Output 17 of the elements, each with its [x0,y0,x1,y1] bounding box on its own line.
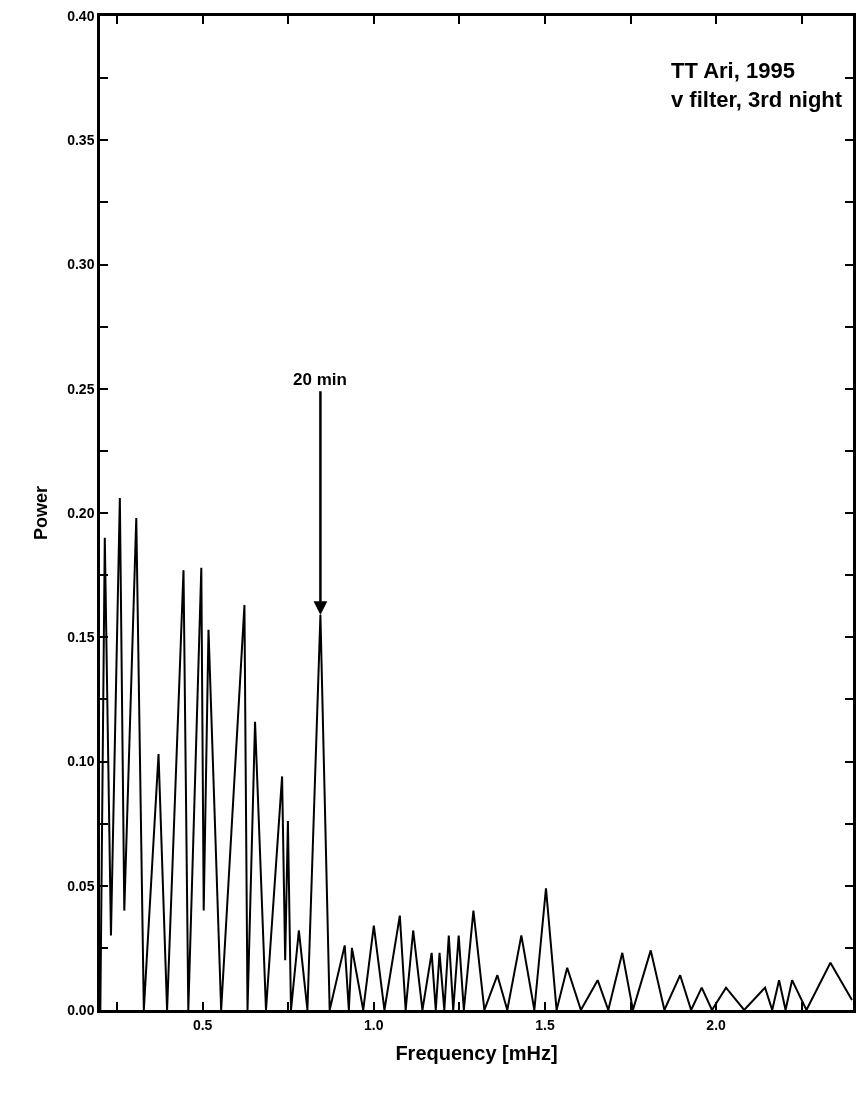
y-axis-title: Power [31,485,52,541]
y-tick-label: 0.40 [67,7,95,24]
y-tick-label: 0.10 [67,753,95,770]
x-tick-label: 1.0 [364,1016,384,1033]
y-tick-label: 0.15 [67,629,95,646]
y-tick-label: 0.30 [67,256,95,273]
x-axis-title: Frequency [mHz] [395,1042,558,1065]
y-tick-label: 0.20 [67,504,95,521]
y-tick-label: 0.35 [67,132,95,149]
x-tick-label: 1.5 [535,1016,555,1033]
annotation: 20 min [293,370,347,389]
x-tick-label: 0.5 [192,1016,213,1033]
y-tick-label: 0.25 [67,380,95,397]
x-tick-label: 2.0 [706,1016,727,1033]
annotation: TT Ari, 1995 v filter, 3rd night [671,58,843,112]
y-tick-label: 0.00 [67,1001,95,1018]
y-tick-label: 0.05 [67,877,95,894]
